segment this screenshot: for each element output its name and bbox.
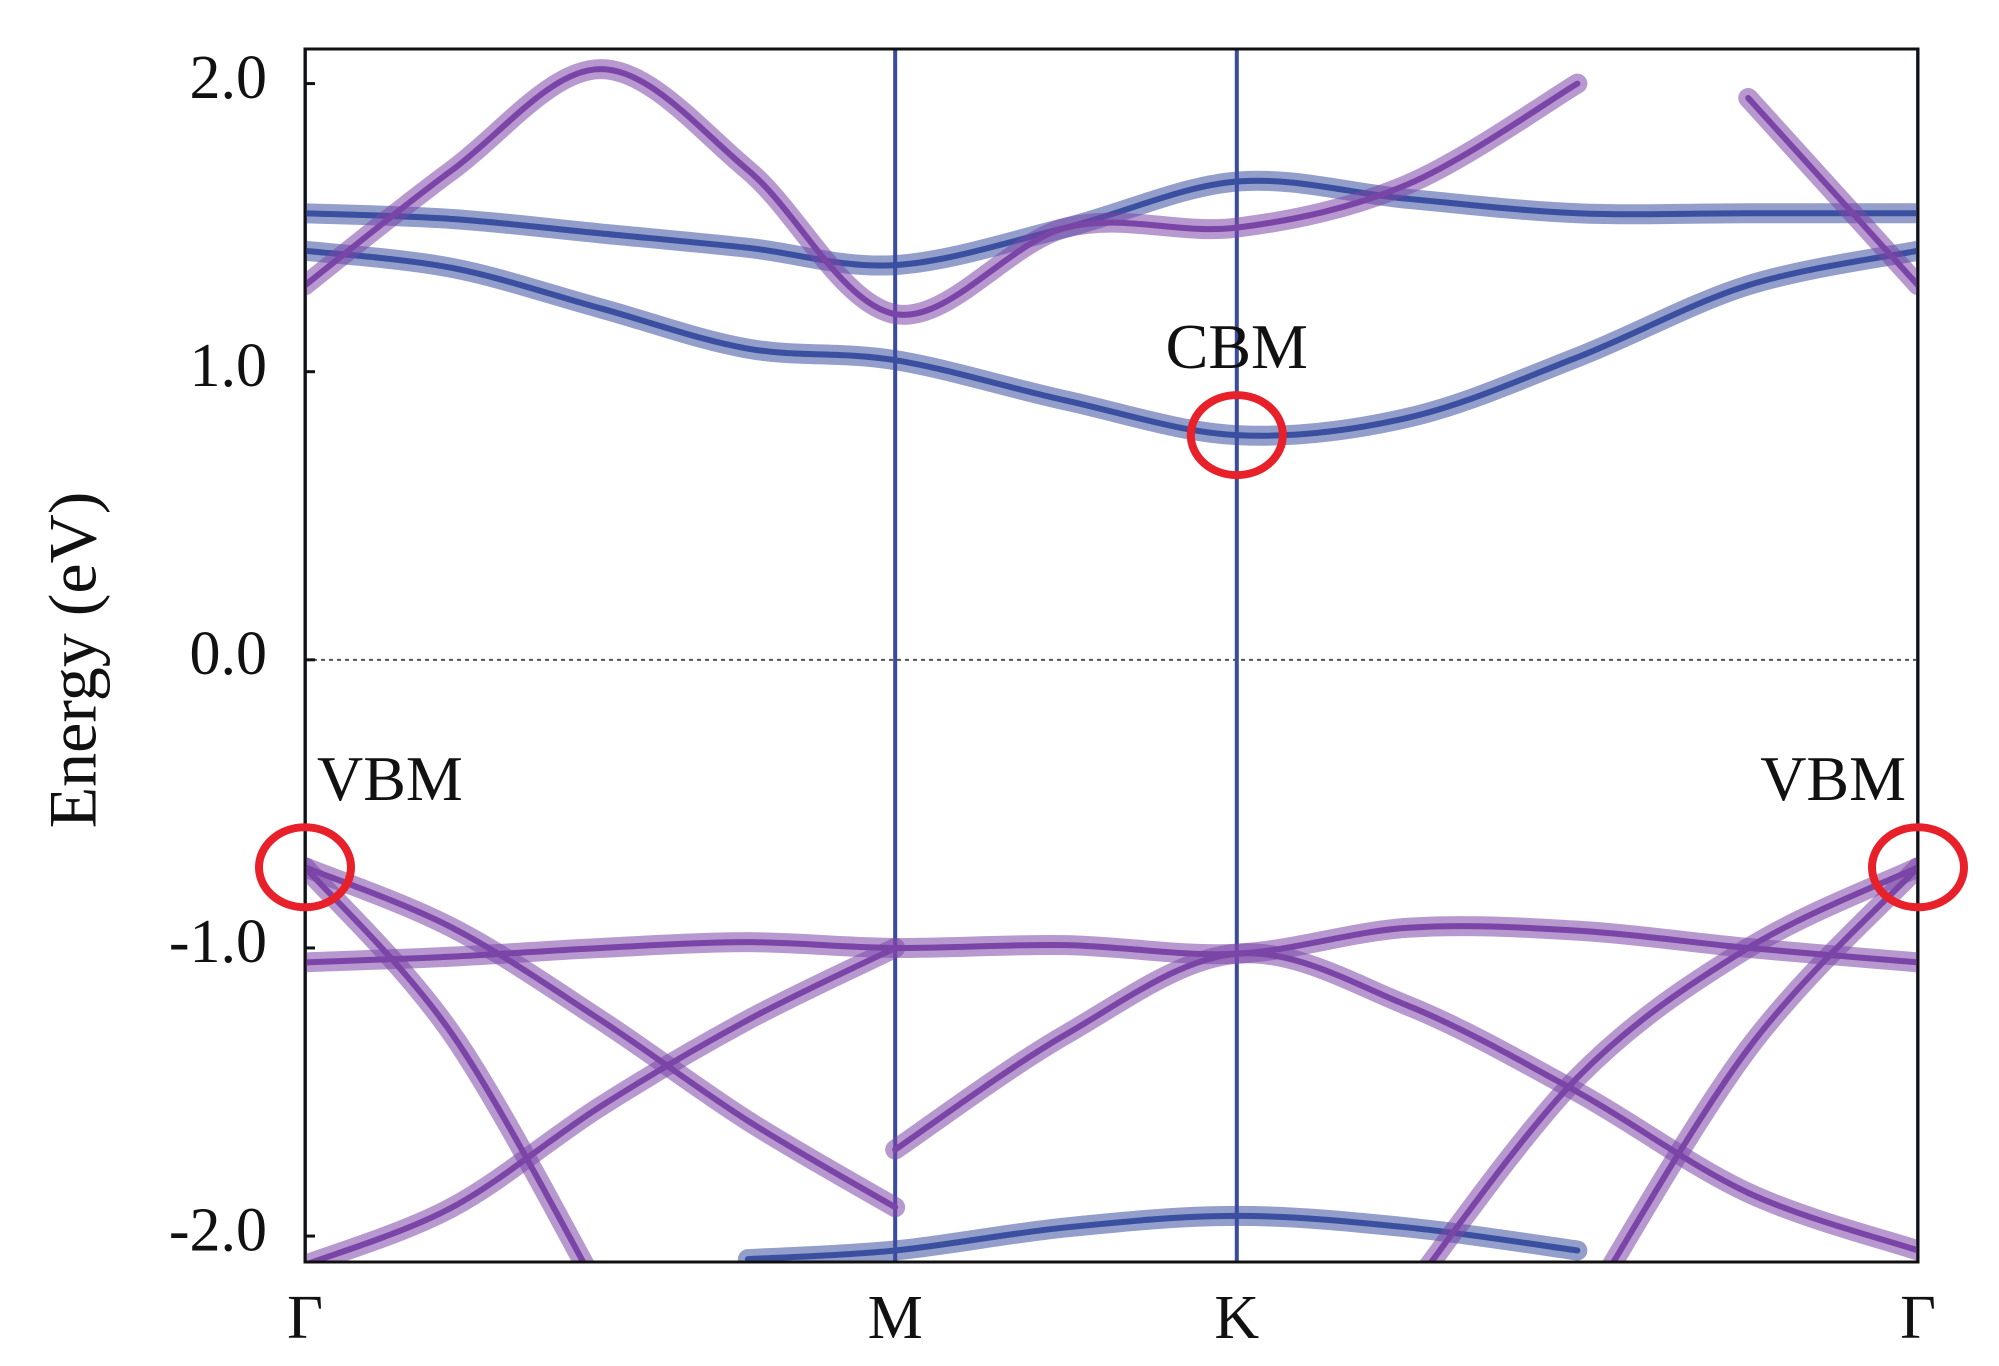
band (1745, 94, 1918, 289)
y-tick-label: 1.0 (190, 332, 268, 400)
band (305, 247, 1918, 439)
band-glow (885, 943, 1918, 1261)
annotation-label: VBM (317, 743, 463, 814)
y-tick-label: -1.0 (169, 908, 267, 976)
band-glow (305, 916, 1918, 973)
plot-area (305, 49, 1918, 1262)
band (1610, 864, 1918, 1262)
annotation-label: CBM (1166, 311, 1308, 382)
band (305, 944, 899, 1262)
annotation-circle (1186, 391, 1287, 480)
band (305, 864, 587, 1262)
x-tick-label: Γ (1900, 1284, 1936, 1352)
band (305, 923, 1918, 966)
x-tick-label: Γ (287, 1284, 323, 1352)
annotation-label: VBM (1760, 743, 1906, 814)
band (305, 66, 1581, 318)
y-tick-label: 0.0 (190, 620, 268, 688)
annotation-circle (255, 823, 355, 912)
annotation-circle (1868, 823, 1968, 912)
band (305, 864, 899, 1211)
band-glow (305, 240, 1918, 446)
x-tick-label: K (1214, 1284, 1259, 1352)
y-tick-label: 2.0 (190, 44, 268, 112)
x-tick-label: M (868, 1284, 923, 1352)
y-axis-label: Energy (eV) (35, 492, 111, 829)
y-tick-label: -2.0 (169, 1196, 267, 1264)
plot-frame (303, 47, 1920, 1264)
band (744, 1212, 1581, 1262)
band (892, 950, 1918, 1254)
band (1427, 864, 1918, 1262)
